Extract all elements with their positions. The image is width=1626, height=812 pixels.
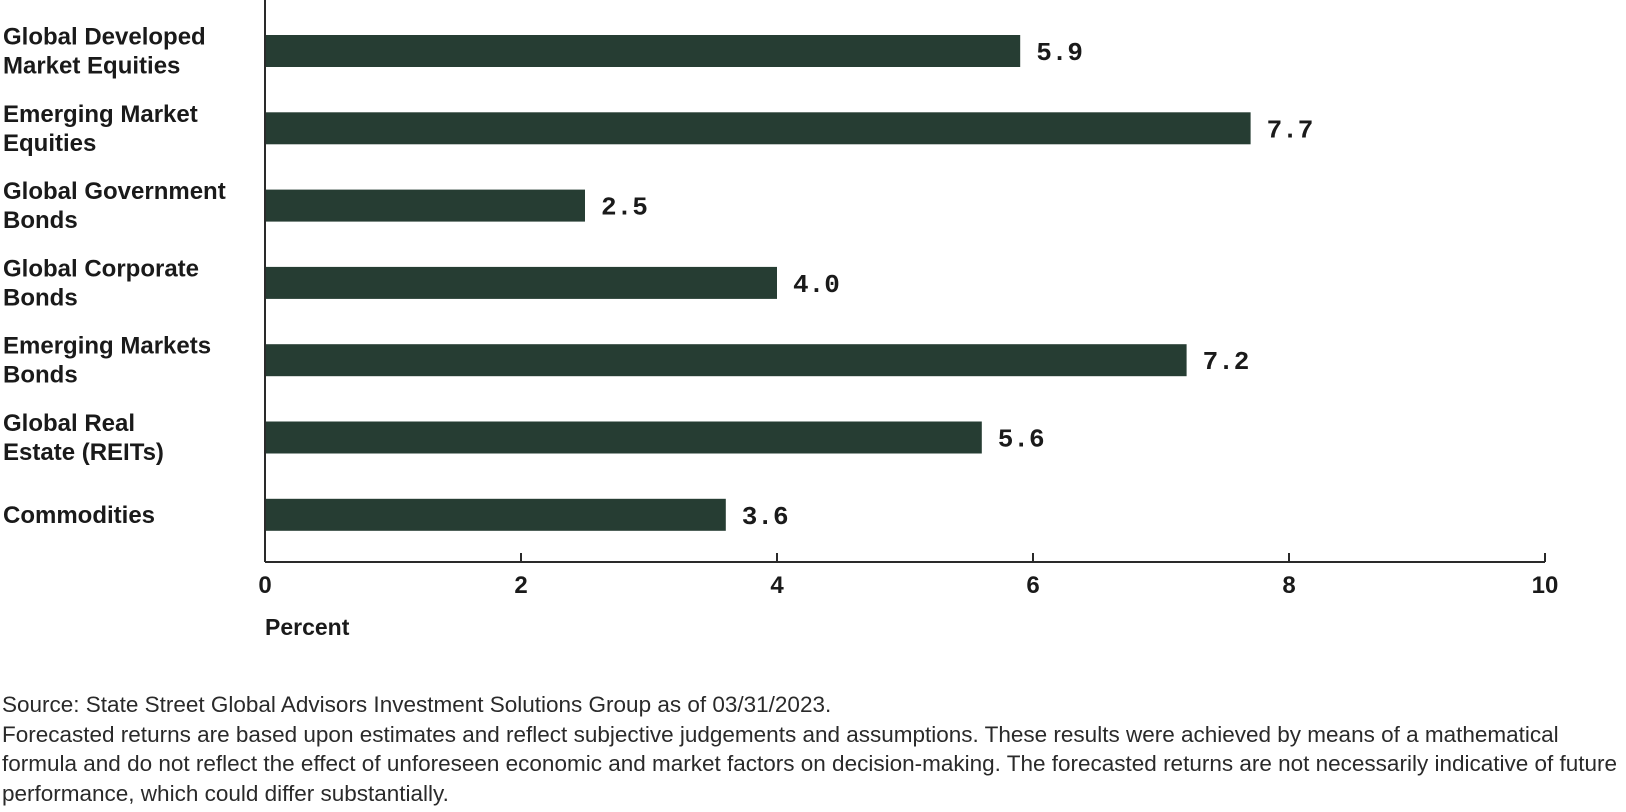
x-tick-label: 10 — [1532, 572, 1559, 599]
disclaimer-note: Forecasted returns are based upon estima… — [2, 721, 1618, 806]
x-axis: 0 2 4 6 8 10 — [258, 0, 1558, 599]
value-label: 5.9 — [1036, 38, 1083, 68]
x-tick-label: 0 — [258, 572, 271, 599]
source-note: Source: State Street Global Advisors Inv… — [2, 692, 832, 717]
value-labels: 5.9 7.7 2.5 4.0 7.2 5.6 3.6 — [601, 38, 1313, 532]
bar-chart: Global Developed Market Equities Emerging … — [3, 0, 1558, 640]
bar — [265, 344, 1187, 377]
category-label: Global Corporate Bonds — [3, 255, 199, 311]
bar — [265, 189, 585, 222]
bar — [265, 421, 982, 454]
x-tick-label: 8 — [1282, 572, 1295, 599]
category-label: Global Government Bonds — [3, 178, 226, 234]
bar — [265, 112, 1251, 145]
category-label: Commodities — [3, 502, 155, 529]
value-label: 3.6 — [742, 502, 789, 532]
x-tick-label: 4 — [770, 572, 784, 599]
value-label: 4.0 — [793, 270, 840, 300]
x-axis-title: Percent — [265, 614, 350, 640]
chart-notes: Source: State Street Global Advisors Inv… — [2, 690, 1622, 808]
x-tick-label: 6 — [1026, 572, 1039, 599]
value-label: 5.6 — [998, 425, 1045, 455]
category-label: Emerging Markets Bonds — [3, 333, 211, 389]
bar — [265, 35, 1021, 67]
bar — [265, 498, 726, 531]
value-label: 7.2 — [1203, 347, 1250, 377]
x-tick-label: 2 — [514, 572, 527, 599]
category-label: Emerging Market Equities — [3, 101, 198, 157]
bar — [265, 266, 777, 299]
value-label: 7.7 — [1267, 115, 1314, 145]
category-label: Global Developed Market Equities — [3, 24, 206, 80]
bars-layer — [265, 35, 1251, 531]
category-label: Global Real Estate (REITs) — [3, 410, 164, 466]
value-label: 2.5 — [601, 193, 648, 223]
category-labels: Global Developed Market Equities Emerging … — [3, 24, 226, 529]
